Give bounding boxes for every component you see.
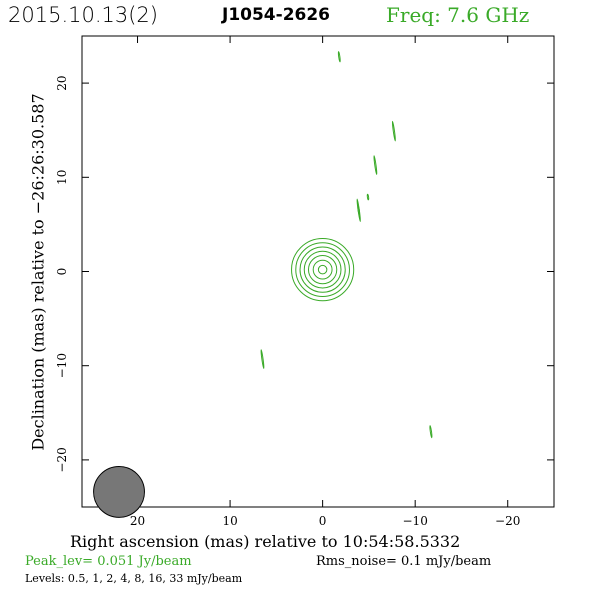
contour-levels: Levels: 0.5, 1, 2, 4, 8, 16, 33 mJy/beam [25,572,243,585]
source-name: J1054-2626 [222,5,331,25]
x-tick-label: 0 [319,514,327,528]
x-tick-label: −20 [495,514,520,528]
epoch-date: 2015.10.13(2) [8,3,158,27]
y-tick-label: −20 [55,447,69,472]
plot-frame [81,35,555,508]
jet-component-contour [366,193,370,201]
core-contour [295,242,350,297]
core-contour [303,250,342,289]
jet-component-contour [429,425,433,439]
jet-component-contour [337,51,341,63]
jet-component-contour [357,205,361,215]
frequency-label: Freq: 7.6 GHz [386,3,530,27]
y-tick-label: 10 [55,170,69,185]
core-contour [299,246,346,293]
jet-component-contour [260,349,265,369]
axis-ticks: 20 10 0 −10 −20 20 10 0 −10 −20 [55,36,554,528]
x-tick-label: 10 [222,514,237,528]
x-tick-label: 20 [130,514,145,528]
y-tick-label: 20 [55,75,69,90]
core-contour [317,264,328,275]
y-tick-label: −10 [55,353,69,378]
jet-component-contour [391,120,396,142]
y-tick-label: 0 [55,268,69,276]
x-axis-label: Right ascension (mas) relative to 10:54:… [70,532,461,551]
rms-noise: Rms_noise= 0.1 mJy/beam [316,554,492,569]
jet-component-contour [373,155,378,175]
core-contour [291,238,355,302]
beam-ellipse [93,465,145,518]
peak-level: Peak_lev= 0.051 Jy/beam [25,554,192,569]
core-contour [307,254,338,285]
jet-component-contour [356,198,361,222]
contour-layer [260,51,433,439]
x-tick-label: −10 [403,514,428,528]
beam-layer [93,465,145,518]
y-axis-label: Declination (mas) relative to −26:26:30.… [28,93,48,451]
core-contour [312,259,333,280]
